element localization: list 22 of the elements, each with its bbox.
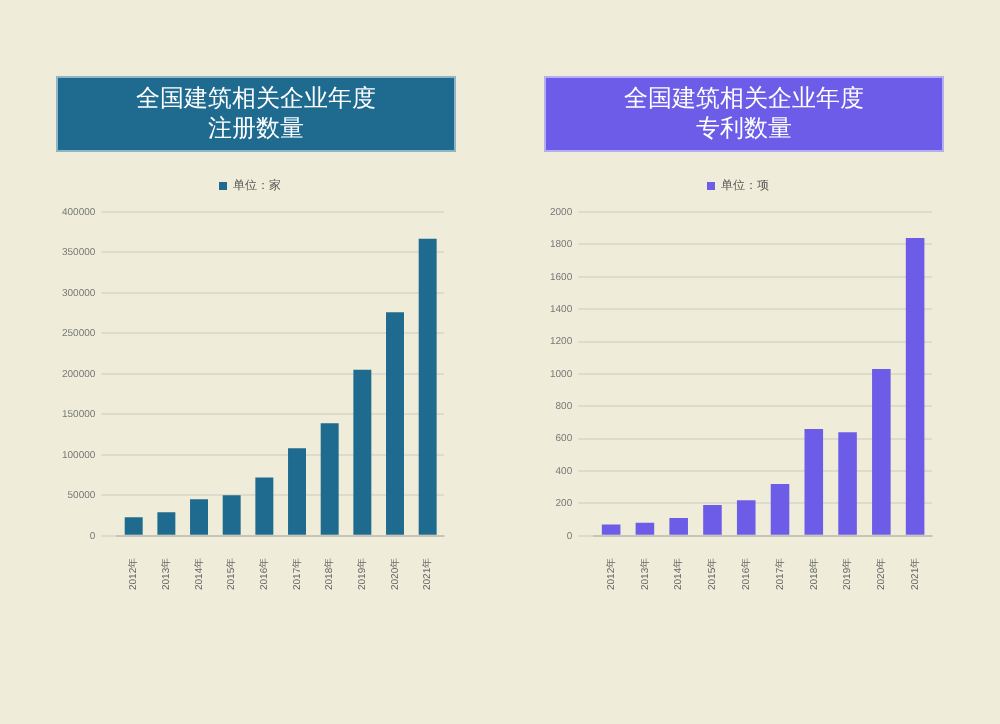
- bar: [804, 428, 824, 535]
- bar: [190, 499, 209, 535]
- bar: [222, 495, 241, 535]
- bar: [353, 369, 372, 535]
- bar: [669, 517, 688, 535]
- bar: [770, 483, 790, 535]
- bar: [157, 512, 176, 535]
- bar: [124, 517, 143, 535]
- bar: [703, 505, 722, 535]
- bar: [635, 522, 655, 535]
- bar: [736, 500, 756, 535]
- bar: [386, 312, 404, 535]
- chart-title: 全国建筑相关企业年度专利数量: [544, 76, 944, 152]
- bar: [905, 237, 925, 535]
- bar: [320, 423, 339, 535]
- bar: [288, 448, 306, 535]
- chart-title: 全国建筑相关企业年度注册数量: [56, 76, 456, 152]
- bar: [872, 369, 891, 535]
- bar: [255, 477, 274, 535]
- bar: [838, 432, 857, 535]
- bar: [601, 524, 621, 535]
- bar: [418, 238, 437, 535]
